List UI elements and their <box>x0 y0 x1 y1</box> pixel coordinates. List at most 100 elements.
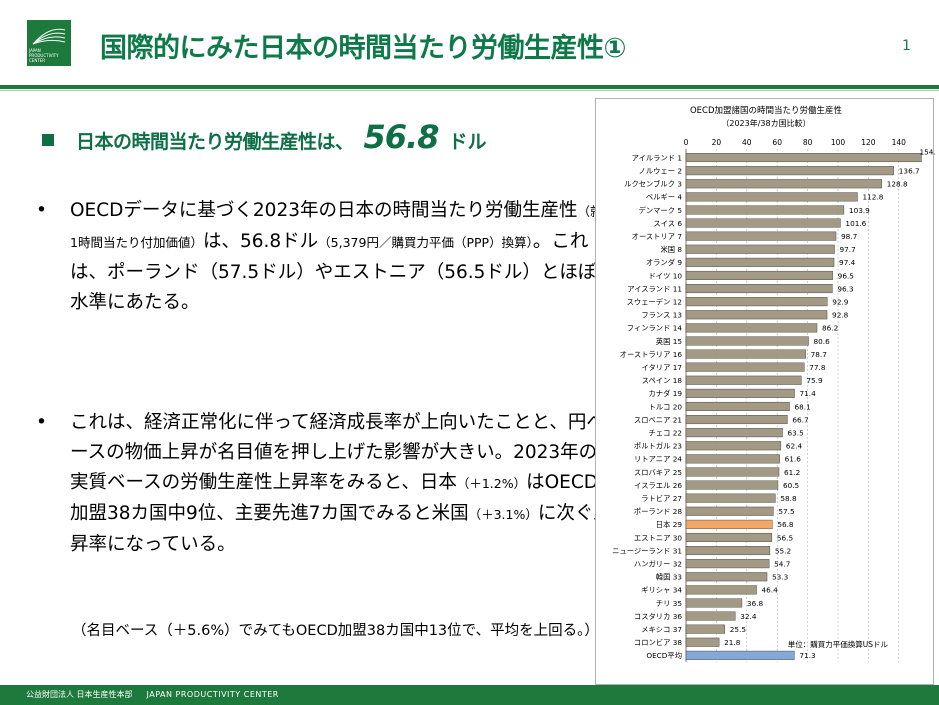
chart-value-label: 46.4 <box>762 586 779 595</box>
chart-bar <box>685 506 774 516</box>
chart-bar <box>685 205 845 215</box>
chart-value-label: 92.8 <box>832 311 849 320</box>
chart-bar <box>685 493 776 503</box>
chart-value-label: 78.7 <box>811 350 828 359</box>
chart-category-label: 米国 8 <box>660 245 682 254</box>
chart-value-label: 97.4 <box>839 258 856 267</box>
chart-bar <box>685 415 788 425</box>
chart-bar <box>685 153 922 163</box>
chart-x-tick-label: 140 <box>892 138 907 147</box>
chart-x-tick-label: 120 <box>861 138 876 147</box>
heading-unit: ドル <box>448 131 487 153</box>
chart-value-label: 92.9 <box>832 297 849 306</box>
text-run: 。これは、ポーランド（57.5ドル）やエストニア（56.5ドル）とほぼ同水準にあ… <box>70 231 615 313</box>
text-run-small: （＋3.1%） <box>468 507 538 522</box>
chart-category-label: コロンビア 38 <box>634 638 682 647</box>
title-divider <box>0 85 939 89</box>
chart-bar <box>685 650 795 660</box>
square-bullet-icon <box>42 134 54 146</box>
chart-value-label: 80.6 <box>814 337 831 346</box>
chart-x-tick-label: 20 <box>712 138 722 147</box>
text-run: は、56.8ドル <box>202 231 319 252</box>
chart-category-label: オランダ 9 <box>646 258 683 267</box>
chart-value-label: 66.7 <box>792 415 809 424</box>
chart-category-label: ポルトガル 23 <box>634 442 682 451</box>
chart-category-label: フィンランド 14 <box>627 324 683 333</box>
footer-org-jp: 公益財団法人 日本生産性本部 <box>26 690 133 699</box>
page-number: 1 <box>902 38 911 54</box>
chart-category-label: スイス 6 <box>653 219 682 228</box>
chart-category-label: イタリア 17 <box>642 363 683 372</box>
chart-bar <box>685 546 771 556</box>
chart-category-label: ポーランド 28 <box>634 507 682 516</box>
chart-category-label: 韓国 33 <box>656 573 683 582</box>
chart-category-label: コスタリカ 36 <box>634 612 682 621</box>
chart-value-label: 96.3 <box>837 284 854 293</box>
text-run: これは、経済正常化に伴って経済成長率が上向いたことと、円ベースの物価上昇が名目値… <box>70 412 605 493</box>
chart-value-label: 77.8 <box>809 363 826 372</box>
chart-category-label: スウェーデン 12 <box>627 297 682 306</box>
chart-category-label: アイルランド 1 <box>632 153 682 162</box>
chart-value-label: 97.7 <box>840 245 857 254</box>
bullet-text: OECDデータに基づく2023年の日本の時間当たり労働生産性（就業1時間当たり付… <box>70 196 615 318</box>
chart-bar <box>685 166 894 176</box>
chart-bar <box>685 519 773 529</box>
footnote: （名目ベース（＋5.6%）でみてもOECD加盟38カ国中13位で、平均を上回る。… <box>72 623 599 639</box>
chart-value-label: 136.7 <box>899 166 920 175</box>
title-divider-thin <box>0 90 939 91</box>
chart-category-label: ハンガリー 32 <box>634 559 682 568</box>
chart-value-label: 63.5 <box>788 428 804 437</box>
chart-category-label: イスラエル 26 <box>634 481 682 490</box>
chart-value-label: 96.5 <box>838 271 854 280</box>
chart-category-label: リトアニア 24 <box>634 455 682 464</box>
chart-category-label: 英国 15 <box>656 337 682 346</box>
chart-bar <box>685 480 779 490</box>
chart-value-label: 71.3 <box>799 651 816 660</box>
chart-category-label: チリ 35 <box>656 599 682 608</box>
chart-bar <box>685 375 802 385</box>
chart-bar <box>685 559 770 569</box>
text-run: OECDデータに基づく2023年の日本の時間当たり労働生産性 <box>70 200 578 221</box>
chart-value-label: 61.2 <box>784 468 800 477</box>
chart-category-label: オーストリア 7 <box>632 232 683 241</box>
chart-bar <box>685 637 720 647</box>
bullet-text: これは、経済正常化に伴って経済成長率が上向いたことと、円ベースの物価上昇が名目値… <box>70 408 615 560</box>
chart-value-label: 25.5 <box>730 625 746 634</box>
chart-bar <box>685 428 783 438</box>
chart-bar <box>685 336 809 346</box>
chart-category-label: オーストラリア 16 <box>620 350 683 359</box>
chart-value-label: 53.3 <box>772 573 789 582</box>
chart-x-tick-label: 80 <box>803 138 813 147</box>
text-run-small: （＋1.2%） <box>456 476 527 491</box>
chart-category-label: スロバキア 25 <box>634 468 682 477</box>
logo: JAPAN PRODUCTIVITY CENTER <box>27 20 71 66</box>
logo-text-1: JAPAN <box>29 48 41 53</box>
chart-x-tick-label: 100 <box>831 138 846 147</box>
chart-value-label: 32.4 <box>740 612 757 621</box>
chart-value-label: 154.9 <box>919 148 935 157</box>
chart-bar <box>685 284 833 294</box>
chart-bar <box>685 323 818 333</box>
chart-category-label: ベルギー 4 <box>646 193 683 202</box>
chart-bar <box>685 388 795 398</box>
chart-bar <box>685 257 835 267</box>
chart-canvas: OECD加盟諸国の時間当たり労働生産性 （2023年/38カ国比較） 0 20 40… <box>612 105 935 662</box>
chart-category-label: ギリシャ 34 <box>641 586 682 595</box>
chart-bar <box>685 598 743 608</box>
chart-bar <box>685 441 782 451</box>
chart-value-label: 62.4 <box>786 442 803 451</box>
text-run: に次ぐ上昇率になっている。 <box>70 503 612 555</box>
chart-value-label: 56.5 <box>777 533 793 542</box>
chart-bar <box>685 192 858 202</box>
chart-value-label: 36.8 <box>747 599 764 608</box>
heading-prefix: 日本の時間当たり労働生産性は、 <box>76 131 354 153</box>
chart-bar <box>685 218 841 228</box>
logo-text-2: PRODUCTIVITY <box>29 53 59 58</box>
page-title: 国際的にみた日本の時間当たり労働生産性① <box>100 33 626 64</box>
chart-bar <box>685 572 768 582</box>
bullet-marker: • <box>36 412 47 433</box>
chart-category-label: ドイツ 10 <box>649 271 683 280</box>
chart-category-label: スロベニア 21 <box>634 415 682 424</box>
chart-value-label: 58.8 <box>780 494 797 503</box>
chart-value-label: 101.6 <box>845 219 866 228</box>
